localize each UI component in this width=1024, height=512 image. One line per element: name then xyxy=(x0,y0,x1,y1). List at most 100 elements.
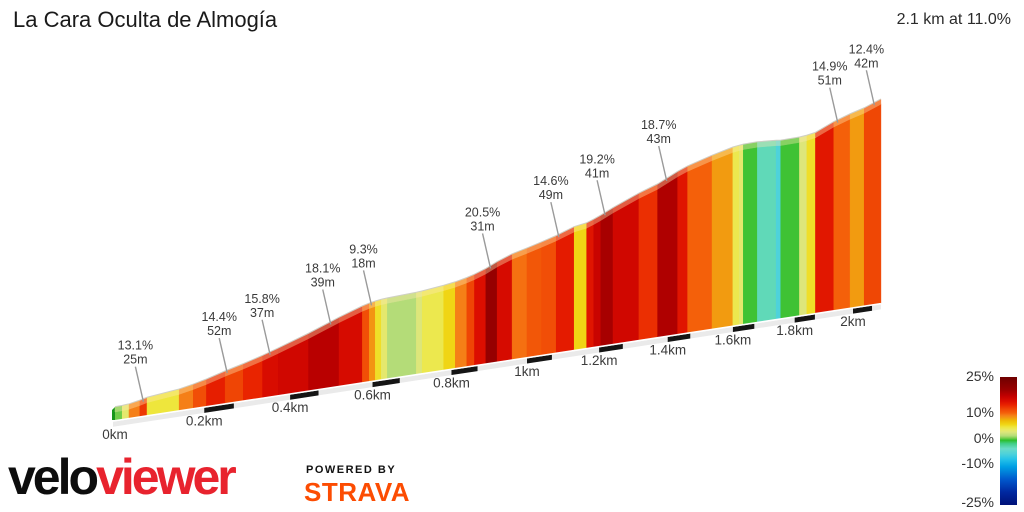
gradient-segment xyxy=(474,273,487,366)
x-axis-label: 1.8km xyxy=(776,323,813,338)
veloviewer-logo[interactable]: veloviewer xyxy=(8,449,237,505)
x-axis-label: 2km xyxy=(840,314,866,329)
gradient-segment xyxy=(593,219,602,348)
pitch-pointer-line xyxy=(865,70,876,106)
x-axis-label: 0.4km xyxy=(272,400,309,415)
gradient-segment xyxy=(775,145,782,320)
veloviewer-logo-velo: velo xyxy=(8,449,99,505)
gradient-segment xyxy=(738,149,744,325)
profile-top-outline xyxy=(114,98,882,408)
pitch-pointer-line xyxy=(218,337,228,374)
gradient-segment xyxy=(677,170,688,335)
legend-tick-label: 0% xyxy=(973,430,994,446)
pitch-label: 12.4% 42m xyxy=(849,42,884,70)
gradient-segment xyxy=(687,160,713,333)
gradient-segment xyxy=(732,150,740,326)
pitch-label: 14.9% 51m xyxy=(812,60,847,88)
x-axis-label: 0.8km xyxy=(433,376,470,391)
gradient-segment xyxy=(375,304,382,381)
segment-bevel xyxy=(775,140,782,146)
gradient-segment xyxy=(600,212,614,347)
gradient-segment xyxy=(833,118,851,311)
pitch-label: 14.6% 49m xyxy=(533,174,568,202)
strava-logo[interactable]: STRAVA xyxy=(304,477,411,507)
legend-tick-label: 25% xyxy=(965,368,994,384)
legend-tick-label: -25% xyxy=(961,494,994,510)
baseline-tick xyxy=(527,354,552,364)
pitch-pointer-line xyxy=(134,366,145,402)
pitch-pointer-line xyxy=(362,270,373,306)
pitch-pointer-line xyxy=(261,319,271,355)
gradient-segment xyxy=(338,310,363,387)
gradient-segment xyxy=(780,142,800,319)
pitch-label: 18.1% 39m xyxy=(305,261,340,289)
gradient-segment xyxy=(555,231,575,353)
baseline-tick xyxy=(794,314,815,323)
gradient-segment xyxy=(638,188,658,341)
baseline-highlight xyxy=(112,302,881,422)
legend-tick-label: -10% xyxy=(961,455,994,471)
gradient-segment xyxy=(657,176,679,338)
gradient-segment xyxy=(485,266,498,364)
baseline-tick xyxy=(732,323,755,333)
gradient-segment xyxy=(114,410,123,421)
baseline-tick xyxy=(853,305,873,314)
x-axis-label: 1.4km xyxy=(649,342,686,357)
baseline-tick xyxy=(599,343,623,353)
pitch-label: 20.5% 31m xyxy=(465,205,500,233)
gradient-segment xyxy=(496,258,513,362)
gradient-segment xyxy=(806,137,816,315)
x-axis-label: 1.2km xyxy=(581,353,618,368)
veloviewer-logo-viewer: viewer xyxy=(96,449,237,505)
pitch-pointer-line xyxy=(481,233,492,269)
gradient-segment xyxy=(416,295,423,375)
gradient-segment xyxy=(799,140,808,316)
gradient-segment xyxy=(362,308,370,383)
page-title: La Cara Oculta de Almogía xyxy=(13,7,278,32)
x-axis-label: 1.6km xyxy=(715,333,752,348)
pitch-label: 19.2% 41m xyxy=(579,152,614,180)
pitch-label: 13.1% 25m xyxy=(118,339,153,367)
gradient-segment xyxy=(849,112,865,308)
gradient-segment xyxy=(612,197,640,345)
gradient-segment xyxy=(443,286,456,371)
gradient-segment xyxy=(466,279,475,367)
pitch-label: 18.7% 43m xyxy=(641,118,676,146)
gradient-segment xyxy=(455,282,468,369)
baseline-tick xyxy=(451,366,478,376)
gradient-segment xyxy=(757,145,777,323)
climb-stats: 2.1 km at 11.0% xyxy=(896,11,1011,28)
pitch-label: 15.8% 37m xyxy=(244,292,279,320)
powered-by-label: POWERED BY xyxy=(306,464,397,476)
gradient-segment xyxy=(743,146,758,325)
pitch-pointer-line xyxy=(550,201,560,238)
x-axis-label: 0.2km xyxy=(186,413,223,428)
x-axis-label: 0km xyxy=(102,427,128,442)
gradient-segment xyxy=(541,240,557,356)
pitch-label: 9.3% 18m xyxy=(349,242,378,270)
gradient-segment xyxy=(381,302,388,380)
pitch-pointer-line xyxy=(658,145,668,182)
gradient-segment xyxy=(368,305,376,382)
gradient-segment xyxy=(863,103,882,306)
legend-tick-label: 10% xyxy=(965,404,994,420)
gradient-segment xyxy=(586,223,595,349)
gradient-segment xyxy=(573,227,588,351)
pitch-pointer-line xyxy=(596,180,606,216)
gradient-segment xyxy=(526,246,542,358)
gradient-segment xyxy=(815,126,835,314)
gradient-segment xyxy=(711,151,734,330)
profile-start-cap xyxy=(112,407,115,420)
gradient-legend-bar xyxy=(1000,377,1017,505)
gradient-segment xyxy=(387,297,417,379)
x-axis-label: 1km xyxy=(514,364,540,379)
gradient-segment xyxy=(511,252,528,360)
baseline-tick xyxy=(204,403,234,413)
pitch-label: 14.4% 52m xyxy=(202,310,237,338)
gradient-segment xyxy=(262,352,279,398)
x-axis-label: 0.6km xyxy=(354,388,391,403)
baseline-tick xyxy=(667,333,691,342)
gradient-segment xyxy=(421,290,445,374)
baseline-tick xyxy=(290,390,319,400)
